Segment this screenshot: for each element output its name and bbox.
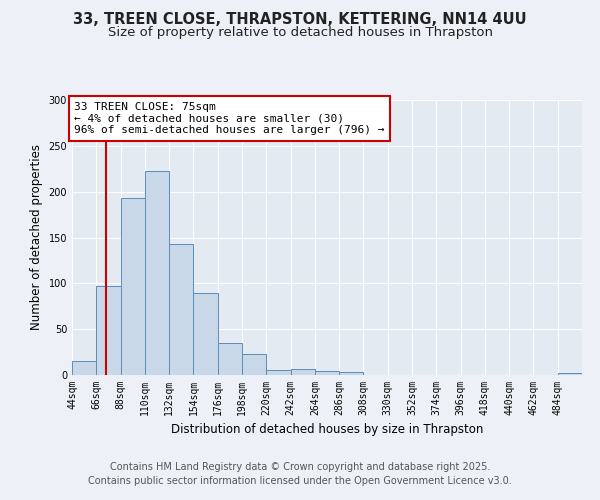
Bar: [242, 354, 266, 375]
Bar: [290, 368, 315, 375]
Y-axis label: Number of detached properties: Number of detached properties: [30, 144, 43, 330]
X-axis label: Distribution of detached houses by size in Thrapston: Distribution of detached houses by size …: [171, 424, 483, 436]
Bar: [266, 370, 290, 375]
Text: Size of property relative to detached houses in Thrapston: Size of property relative to detached ho…: [107, 26, 493, 39]
Text: 33, TREEN CLOSE, THRAPSTON, KETTERING, NN14 4UU: 33, TREEN CLOSE, THRAPSTON, KETTERING, N…: [73, 12, 527, 28]
Bar: [72, 361, 96, 375]
Bar: [315, 372, 339, 375]
Bar: [121, 198, 145, 375]
Text: Contains HM Land Registry data © Crown copyright and database right 2025.: Contains HM Land Registry data © Crown c…: [110, 462, 490, 472]
Bar: [558, 373, 582, 375]
Text: Contains public sector information licensed under the Open Government Licence v3: Contains public sector information licen…: [88, 476, 512, 486]
Bar: [218, 343, 242, 375]
Bar: [96, 286, 121, 375]
Bar: [193, 294, 218, 375]
Bar: [169, 244, 193, 375]
Text: 33 TREEN CLOSE: 75sqm
← 4% of detached houses are smaller (30)
96% of semi-detac: 33 TREEN CLOSE: 75sqm ← 4% of detached h…: [74, 102, 385, 135]
Bar: [145, 172, 169, 375]
Bar: [339, 372, 364, 375]
